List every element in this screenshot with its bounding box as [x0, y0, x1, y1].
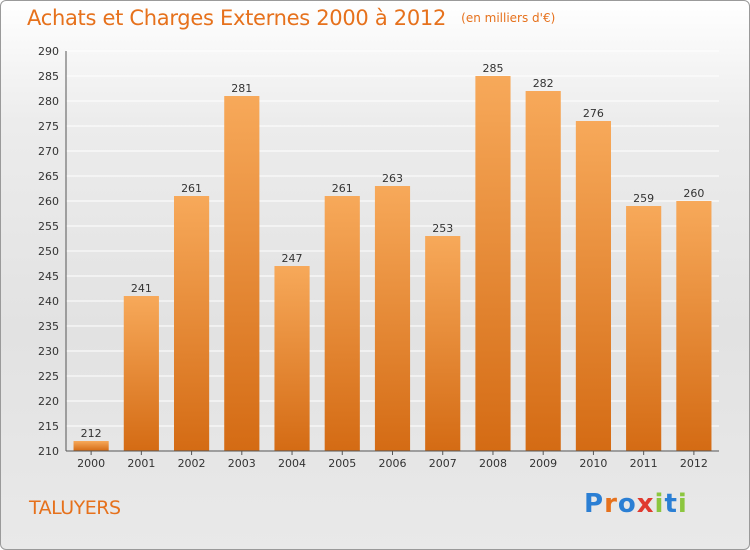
y-tick-label: 235 [38, 320, 59, 333]
proxiti-logo[interactable]: Proxiti [584, 489, 688, 519]
bar-value-label: 260 [683, 187, 704, 200]
y-tick-label: 255 [38, 220, 59, 233]
y-tick-label: 270 [38, 145, 59, 158]
bar [626, 206, 662, 451]
y-tick-label: 240 [38, 295, 59, 308]
commune-name: TALUYERS [29, 497, 121, 519]
logo-letter: o [617, 489, 637, 519]
x-tick-label: 2010 [579, 457, 607, 470]
bar [374, 186, 411, 451]
x-tick-label: 2006 [379, 457, 407, 470]
logo-letter: i [654, 489, 665, 519]
x-tick-label: 2005 [328, 457, 356, 470]
logo-letter: t [664, 489, 678, 519]
bar [475, 76, 511, 451]
y-tick-label: 220 [38, 395, 59, 408]
x-tick-label: 2012 [680, 457, 708, 470]
bar-value-label: 253 [432, 222, 453, 235]
bar [274, 266, 310, 451]
bar [676, 201, 712, 451]
y-tick-label: 290 [38, 45, 59, 58]
y-tick-label: 225 [38, 370, 59, 383]
bar [173, 196, 210, 451]
y-tick-label: 245 [38, 270, 59, 283]
bar [73, 441, 109, 451]
x-tick-label: 2003 [228, 457, 256, 470]
logo-letter: i [677, 489, 688, 519]
x-tick-label: 2007 [429, 457, 457, 470]
bar [425, 236, 461, 451]
y-tick-label: 280 [38, 95, 59, 108]
y-tick-label: 265 [38, 170, 59, 183]
bar-value-label: 285 [482, 62, 503, 75]
bar-value-label: 281 [231, 82, 252, 95]
bar [525, 91, 561, 451]
y-tick-label: 210 [38, 445, 59, 458]
bar-value-label: 212 [81, 427, 102, 440]
bars [73, 76, 712, 451]
x-tick-label: 2009 [529, 457, 557, 470]
bar [575, 121, 612, 451]
x-tick-label: 2000 [77, 457, 105, 470]
x-tick-label: 2002 [178, 457, 206, 470]
logo-letter: P [584, 489, 605, 519]
chart-subtitle: (en milliers d'€) [461, 11, 556, 25]
x-tick-label: 2001 [127, 457, 155, 470]
bar-value-label: 263 [382, 172, 403, 185]
bar [123, 296, 159, 451]
bar-value-label: 241 [131, 282, 152, 295]
logo-letter: r [604, 489, 618, 519]
x-tick-label: 2004 [278, 457, 306, 470]
y-tick-label: 250 [38, 245, 59, 258]
x-tick-label: 2011 [630, 457, 658, 470]
logo-letter: x [636, 489, 655, 519]
bar-value-label: 247 [282, 252, 303, 265]
y-tick-label: 215 [38, 420, 59, 433]
bar-value-label: 261 [332, 182, 353, 195]
axes [65, 51, 719, 455]
y-tick-label: 230 [38, 345, 59, 358]
bar-value-label: 259 [633, 192, 654, 205]
x-tick-label: 2008 [479, 457, 507, 470]
bar-value-label: 276 [583, 107, 604, 120]
bar-value-label: 261 [181, 182, 202, 195]
bar-value-label: 282 [533, 77, 554, 90]
bar [324, 196, 360, 451]
y-tick-label: 260 [38, 195, 59, 208]
y-tick-label: 275 [38, 120, 59, 133]
y-tick-label: 285 [38, 70, 59, 83]
chart-title: Achats et Charges Externes 2000 à 2012 [27, 6, 447, 30]
title-row: Achats et Charges Externes 2000 à 2012 (… [27, 6, 555, 30]
bar [224, 96, 260, 451]
labels: 210 215 220 225 230 235 240 245 250 255 260 265 270 2… [38, 45, 708, 470]
